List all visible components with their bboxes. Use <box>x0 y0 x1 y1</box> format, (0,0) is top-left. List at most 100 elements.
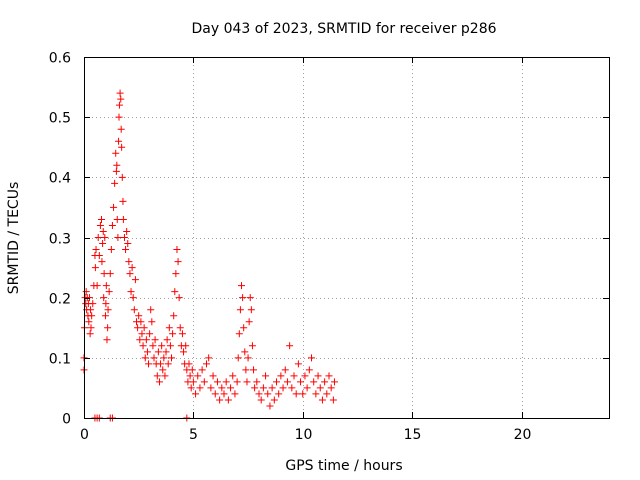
data-point <box>100 294 108 302</box>
data-point <box>257 396 265 404</box>
data-point <box>270 396 278 404</box>
data-point <box>207 384 215 392</box>
data-point <box>247 306 255 314</box>
data-point <box>149 342 157 350</box>
data-point <box>134 324 142 332</box>
data-point <box>118 173 126 181</box>
data-point <box>168 354 175 362</box>
data-point <box>104 324 112 332</box>
data-point <box>244 354 252 362</box>
data-point <box>111 179 119 187</box>
data-point <box>290 372 298 380</box>
chart-title: Day 043 of 2023, SRMTID for receiver p28… <box>191 21 496 37</box>
data-point <box>220 390 228 398</box>
grid <box>84 57 609 418</box>
data-point <box>154 348 162 356</box>
data-point <box>299 390 307 398</box>
data-point <box>158 342 166 350</box>
data-point <box>120 234 128 241</box>
data-point <box>279 384 287 392</box>
data-point <box>264 390 272 398</box>
data-point <box>99 240 107 248</box>
data-point <box>104 306 112 314</box>
data-point <box>308 354 315 362</box>
data-point <box>297 378 305 386</box>
data-point <box>266 402 274 410</box>
data-point <box>200 378 208 386</box>
data-point <box>117 125 125 133</box>
data-point <box>233 378 241 386</box>
data-point <box>283 378 291 386</box>
data-point <box>224 396 232 404</box>
data-point <box>321 378 329 386</box>
data-point <box>119 197 127 205</box>
data-point <box>98 258 106 266</box>
y-tick-label: 0.3 <box>49 232 71 248</box>
data-point <box>101 312 109 320</box>
ticks <box>84 57 609 419</box>
data-point <box>89 300 97 308</box>
data-point <box>173 246 181 254</box>
data-point <box>246 294 254 302</box>
data-point <box>127 288 135 296</box>
data-point <box>305 366 313 374</box>
data-point <box>139 342 147 350</box>
data-point <box>301 372 309 380</box>
x-tick-label: 10 <box>295 427 313 443</box>
data-point <box>251 384 259 392</box>
data-point <box>159 366 167 374</box>
data-point <box>140 324 148 332</box>
x-tick-label: 20 <box>514 427 532 443</box>
data-point <box>112 149 120 157</box>
data-point <box>325 372 333 380</box>
data-point <box>117 95 125 103</box>
data-point <box>229 372 237 380</box>
data-point <box>241 348 249 356</box>
data-point <box>176 324 184 332</box>
data-point <box>292 390 300 398</box>
data-point <box>106 270 114 278</box>
data-point <box>330 378 338 386</box>
data-point <box>250 366 258 374</box>
data-point <box>85 318 93 326</box>
data-point <box>95 252 103 260</box>
data-point <box>242 366 250 374</box>
data-point <box>211 390 219 398</box>
data-point <box>150 354 158 362</box>
data-point <box>182 342 190 350</box>
data-point <box>101 234 109 241</box>
x-axis-label: GPS time / hours <box>285 458 402 474</box>
data-point <box>255 390 263 398</box>
data-point <box>240 324 248 332</box>
data-point <box>130 306 138 314</box>
data-point <box>235 330 243 338</box>
y-tick-label: 0 <box>62 412 71 428</box>
data-point <box>115 137 123 145</box>
data-point <box>157 360 165 368</box>
data-point <box>203 360 210 368</box>
tick-labels: 0 5 10 15 20 0 0.1 0.2 0.3 0.4 0.5 0.6 <box>49 51 532 444</box>
data-point <box>227 384 235 392</box>
data-point <box>323 390 331 398</box>
data-point <box>82 288 90 296</box>
data-point <box>143 348 151 356</box>
data-point <box>148 318 156 326</box>
data-point <box>116 89 124 97</box>
data-point <box>314 372 322 380</box>
data-point <box>162 348 170 356</box>
data-point <box>213 378 221 386</box>
data-point <box>115 113 123 121</box>
data-point <box>164 360 172 368</box>
data-point <box>189 378 197 386</box>
data-point <box>262 372 270 380</box>
data-point <box>135 312 143 320</box>
data-point <box>312 390 320 398</box>
data-point <box>277 372 285 380</box>
data-point <box>268 384 276 392</box>
data-point <box>118 143 126 151</box>
data-point <box>281 366 289 374</box>
data-point <box>187 384 195 392</box>
data-point <box>248 342 256 350</box>
data-point <box>86 330 94 338</box>
